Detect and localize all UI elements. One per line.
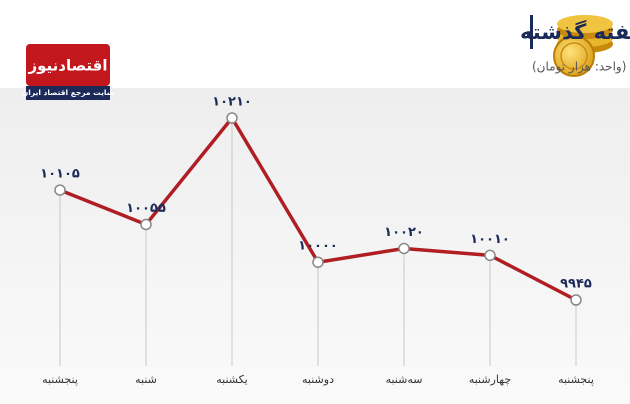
chart-subtitle: (واحد: هزار تومان): [532, 60, 626, 75]
coin-icon: [553, 15, 613, 77]
data-label: ۱۰۲۱۰: [212, 95, 252, 110]
x-tick-label: شنبه: [135, 373, 157, 386]
title-separator: [530, 15, 533, 49]
x-tick-label: یکشنبه: [216, 373, 248, 386]
logo-tagline: سایت مرجع اقتصاد ایران: [22, 88, 114, 97]
marker: [484, 249, 496, 262]
data-label: ۱۰۰۱۰: [470, 232, 510, 247]
logo: [26, 44, 110, 86]
marker: [226, 112, 238, 124]
data-label: ۱۰۰۲۰: [384, 225, 424, 240]
logo-name: اقتصادنیوز: [28, 57, 108, 75]
chart-title: روند بازار سکه در هفته گذشته: [520, 19, 630, 44]
marker: [312, 256, 324, 268]
marker: [570, 294, 582, 306]
marker: [54, 184, 66, 196]
data-label: ۱۰۱۰۵: [40, 167, 80, 182]
x-tick-label: پنجشنبه: [558, 373, 594, 386]
data-label: ۱۰۰۵۵: [126, 201, 166, 216]
data-label: ۹۹۴۵: [560, 277, 592, 292]
x-tick-label: پنجشنبه: [42, 373, 78, 386]
plot-background: [0, 88, 630, 404]
x-tick-label: سه‌شنبه: [386, 373, 423, 386]
data-label: ۱۰۰۰۰: [298, 239, 338, 254]
marker: [140, 218, 152, 231]
logo-tagline-bar: [26, 86, 110, 100]
x-tick-label: چهارشنبه: [469, 373, 511, 386]
marker: [398, 242, 410, 255]
x-tick-label: دوشنبه: [302, 373, 334, 386]
